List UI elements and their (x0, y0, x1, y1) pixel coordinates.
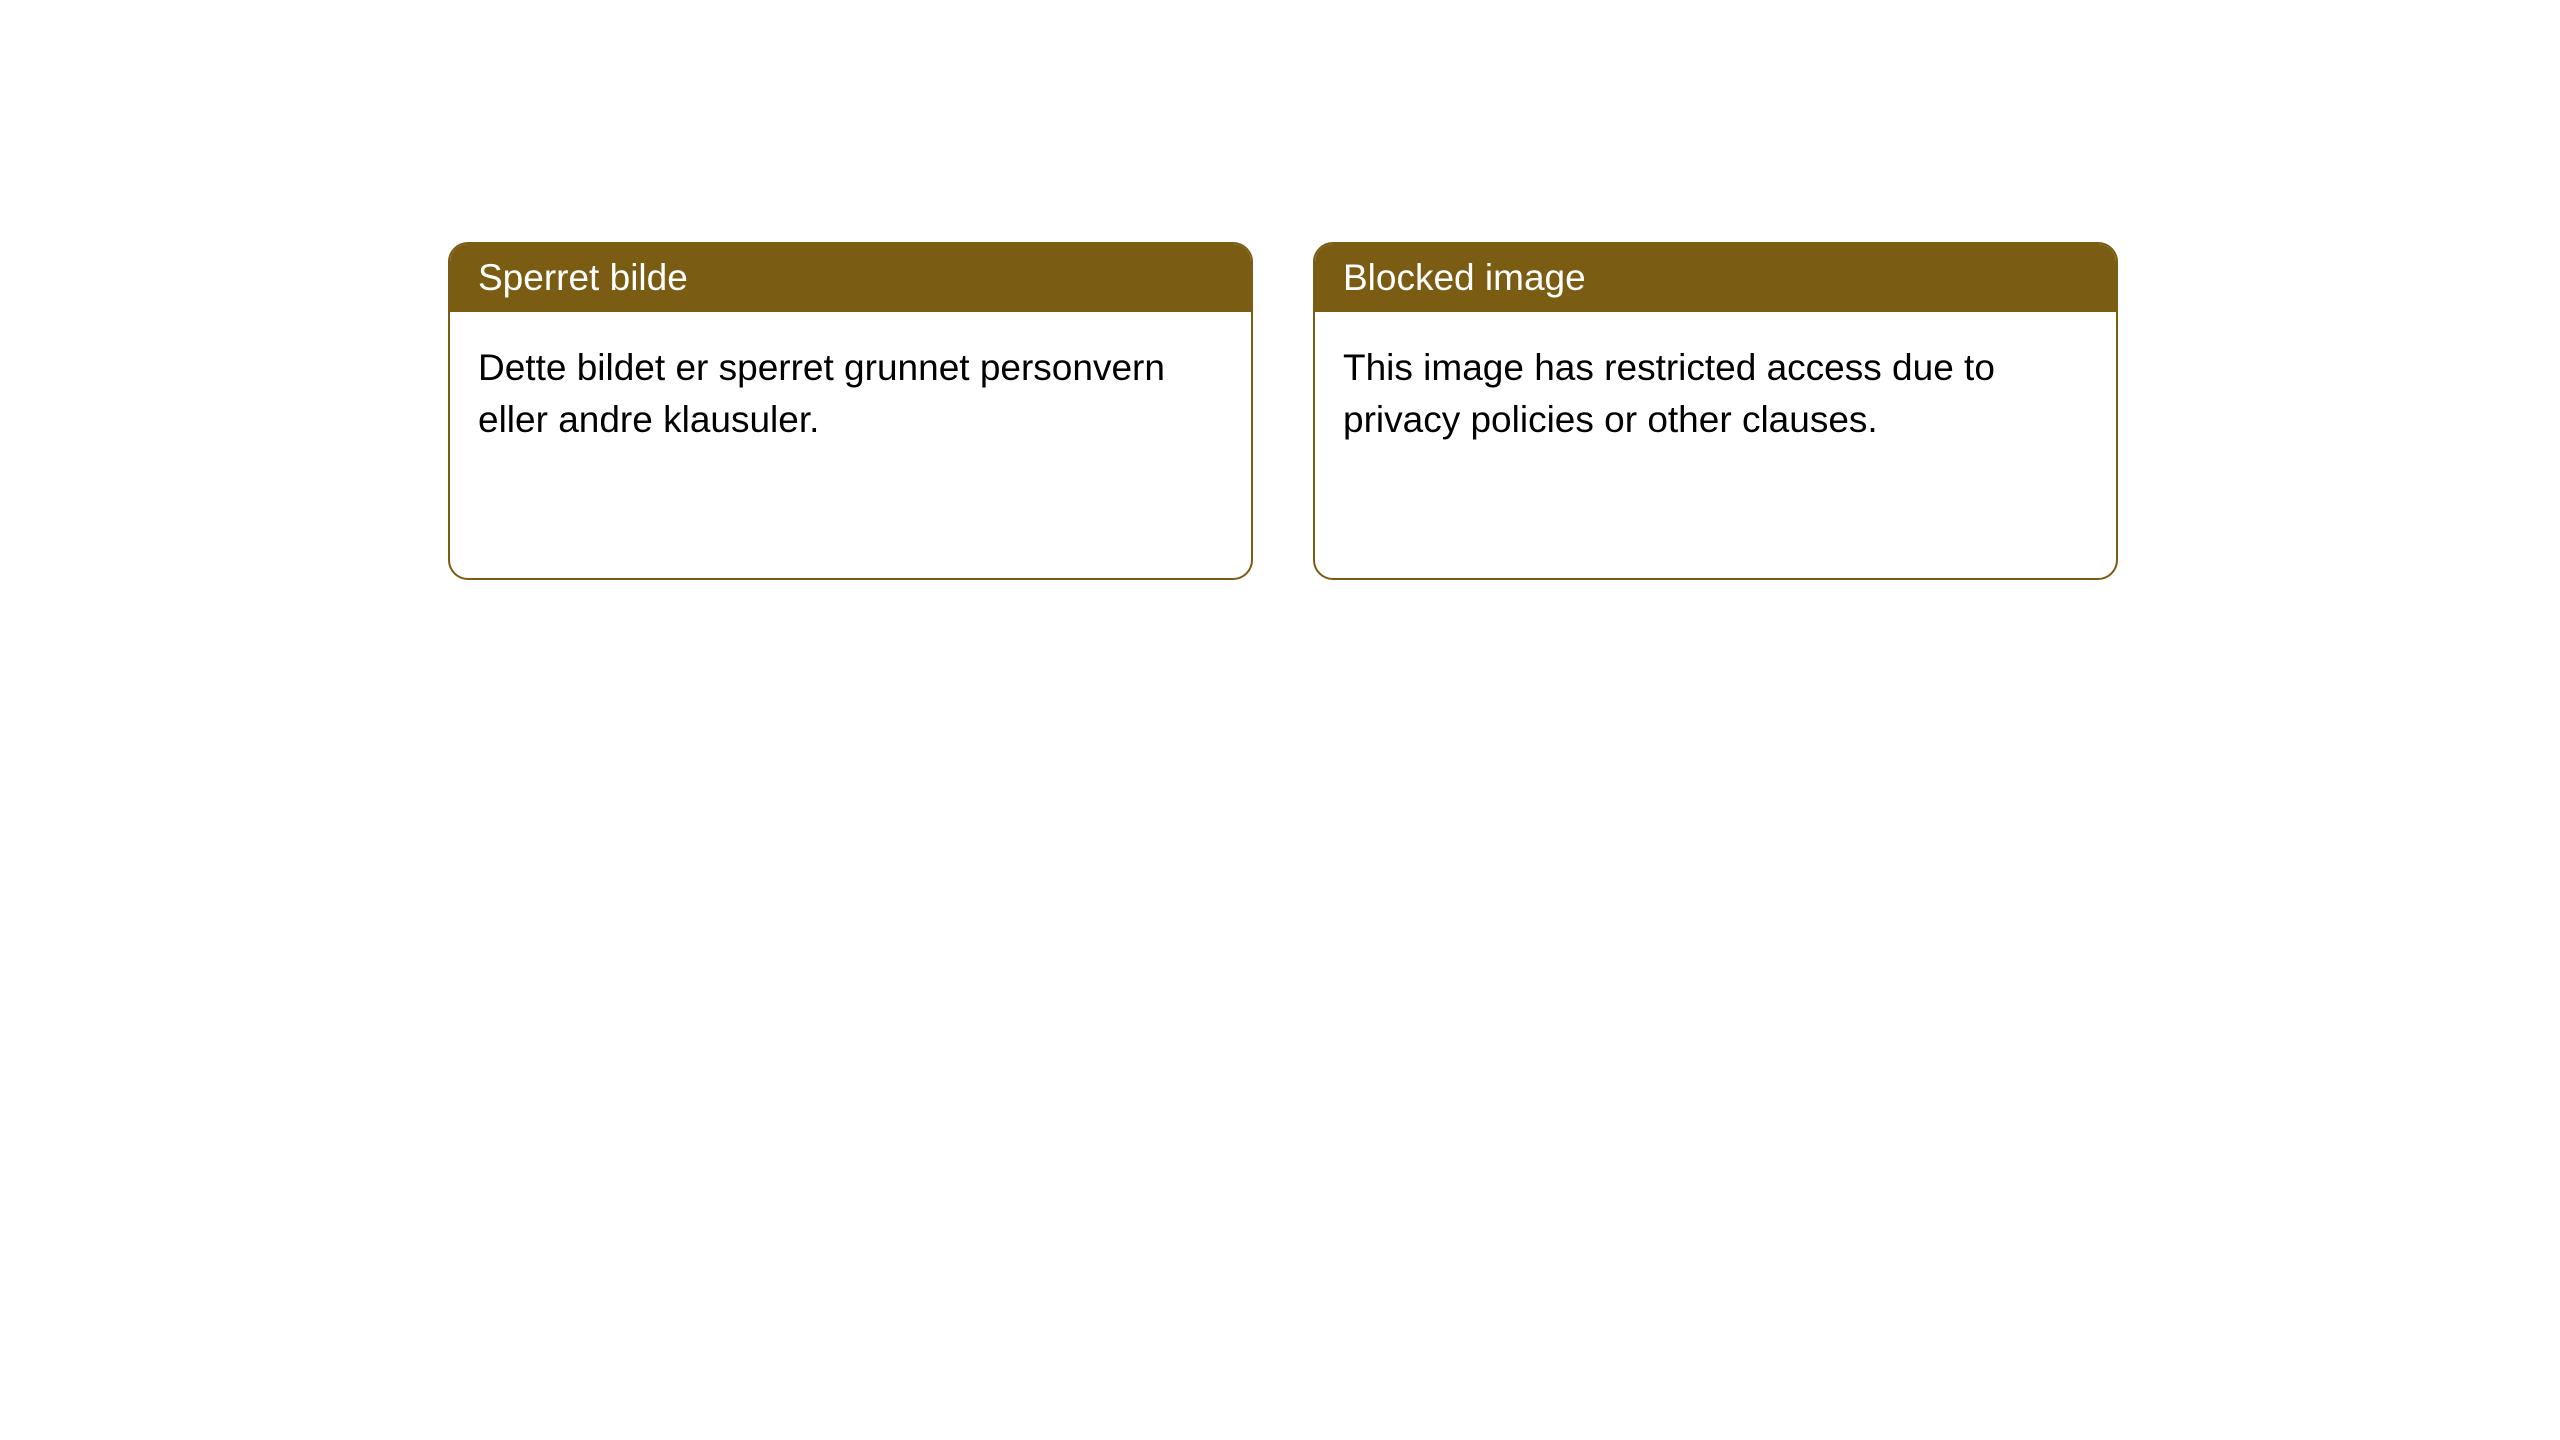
notice-cards-container: Sperret bilde Dette bildet er sperret gr… (0, 0, 2560, 580)
card-body-english: This image has restricted access due to … (1315, 312, 2116, 476)
notice-card-english: Blocked image This image has restricted … (1313, 242, 2118, 580)
card-header-norwegian: Sperret bilde (450, 244, 1251, 312)
notice-card-norwegian: Sperret bilde Dette bildet er sperret gr… (448, 242, 1253, 580)
card-body-norwegian: Dette bildet er sperret grunnet personve… (450, 312, 1251, 476)
card-header-english: Blocked image (1315, 244, 2116, 312)
